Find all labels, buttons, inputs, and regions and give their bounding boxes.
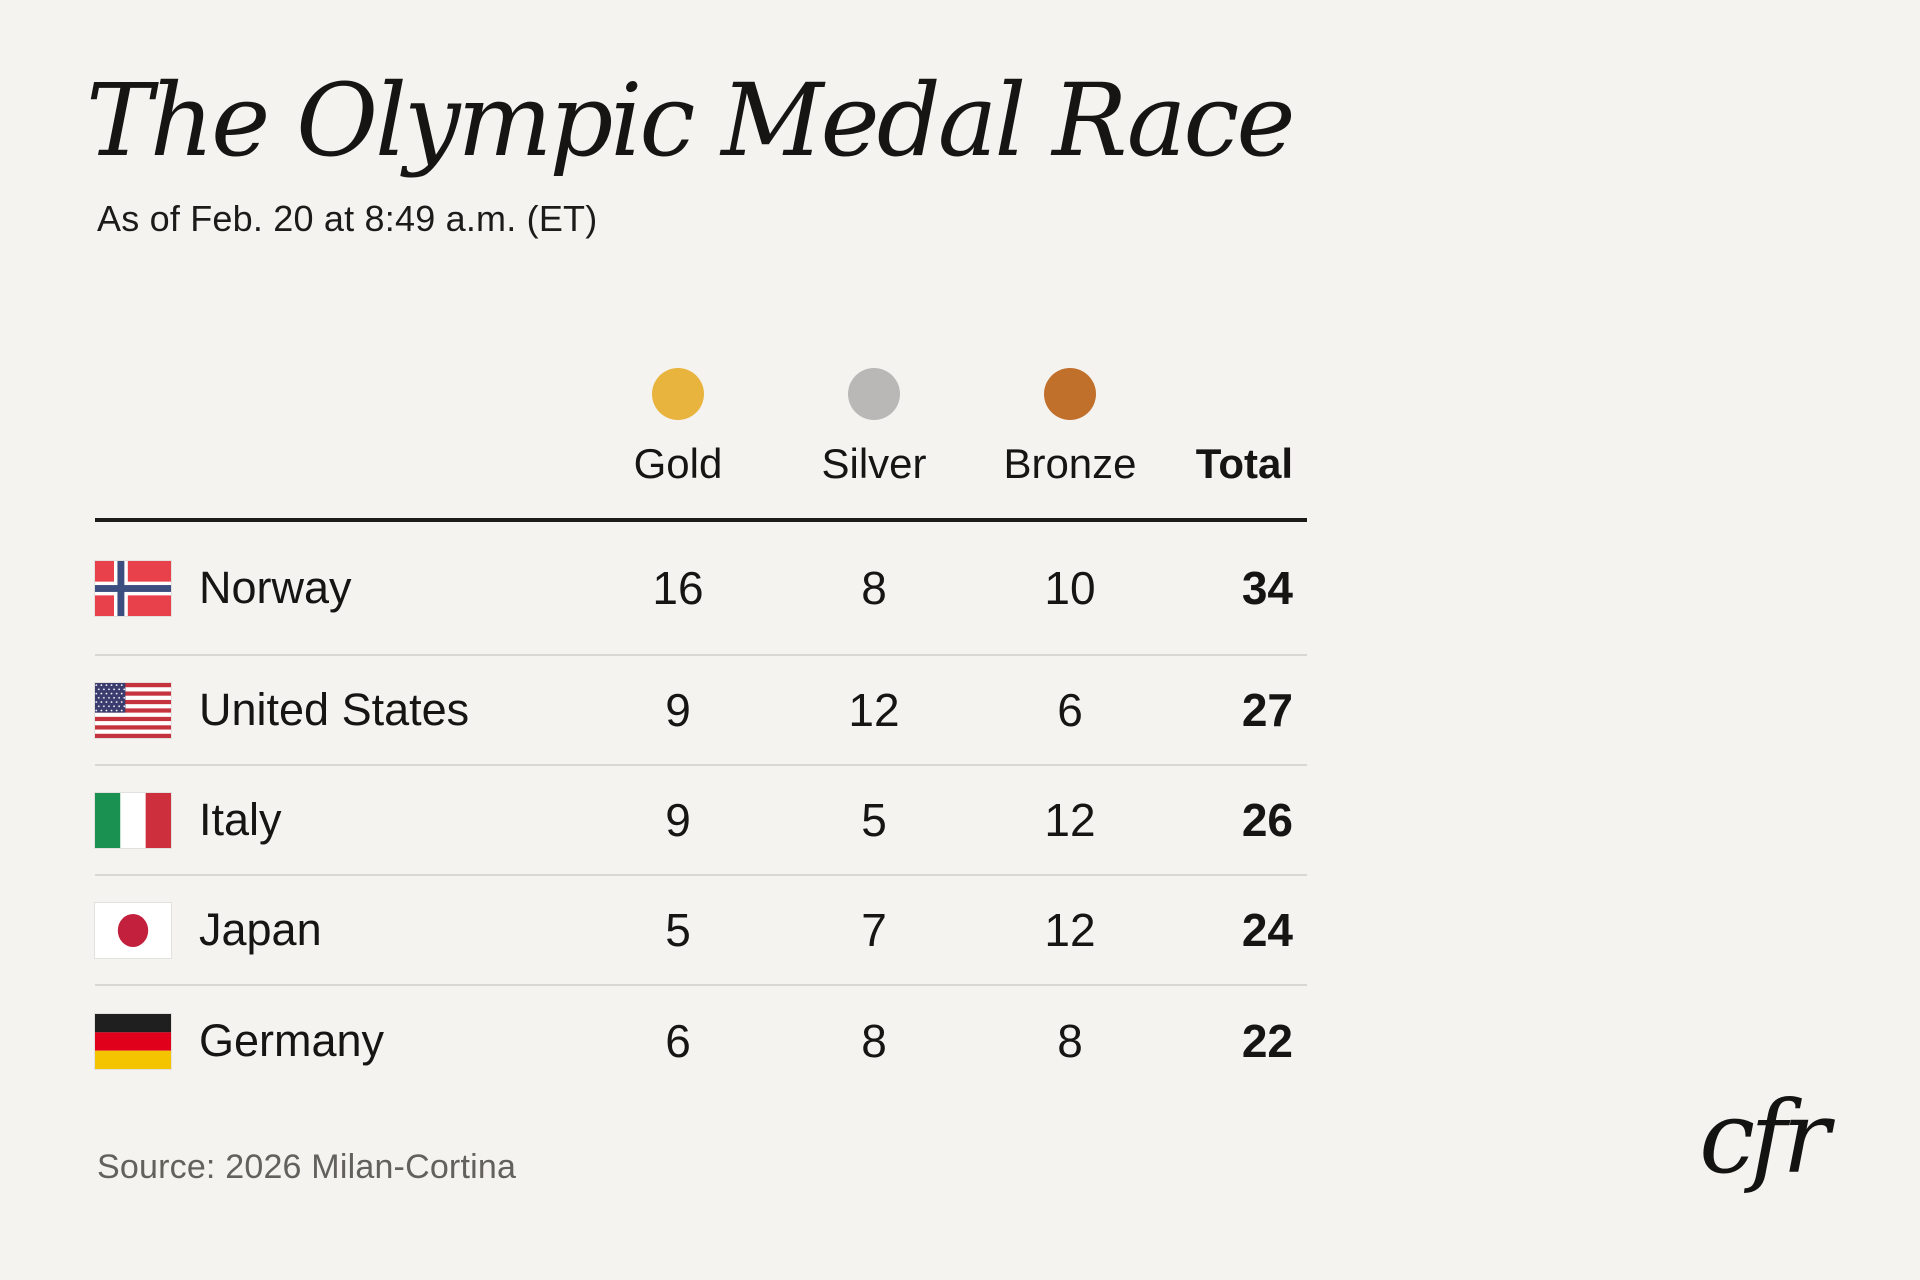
- column-header-bronze: Bronze: [1003, 440, 1137, 487]
- united-states-flag-icon: [94, 681, 172, 739]
- medal-dots-row: [95, 368, 1307, 420]
- country-name: United States: [199, 684, 470, 735]
- bronze-count: 10: [1044, 562, 1096, 614]
- column-headers-row: Gold Silver Bronze Total: [95, 436, 1307, 522]
- silver-medal-dot-icon: [776, 368, 972, 420]
- country-name: Norway: [199, 562, 352, 613]
- silver-count: 5: [861, 794, 887, 846]
- silver-count: 8: [861, 1015, 887, 1067]
- country-cell: United States: [94, 681, 580, 739]
- page-title: The Olympic Medal Race: [86, 62, 1296, 179]
- silver-count: 7: [861, 904, 887, 956]
- total-count: 22: [1241, 1015, 1293, 1067]
- column-header-total: Total: [1195, 440, 1293, 487]
- total-count: 26: [1241, 794, 1293, 846]
- gold-medal-dot-icon: [580, 368, 776, 420]
- table-row-japan: Japan 5 7 12 24: [94, 876, 1307, 986]
- source-credit: Source: 2026 Milan-Cortina: [97, 1148, 517, 1186]
- column-header-gold: Gold: [633, 440, 723, 487]
- table-row-norway: Norway 16 8 10 34: [94, 522, 1307, 656]
- total-count: 27: [1241, 684, 1293, 736]
- silver-count: 8: [861, 562, 887, 614]
- bronze-count: 12: [1044, 904, 1096, 956]
- country-cell: Germany: [94, 1012, 580, 1070]
- column-header-silver: Silver: [821, 440, 927, 487]
- table-row-united-states: United States 9 12 6 27: [94, 656, 1307, 766]
- medal-table: Gold Silver Bronze Total Norway 1: [94, 368, 1307, 1096]
- country-name: Japan: [199, 904, 322, 955]
- table-row-italy: Italy 9 5 12 26: [94, 766, 1307, 876]
- gold-count: 6: [665, 1015, 691, 1067]
- total-count: 34: [1241, 562, 1293, 614]
- japan-flag-icon: [94, 901, 172, 959]
- country-cell: Norway: [94, 559, 580, 617]
- country-cell: Japan: [94, 901, 580, 959]
- bronze-medal-dot-icon: [972, 368, 1168, 420]
- timestamp-subtitle: As of Feb. 20 at 8:49 a.m. (ET): [97, 198, 598, 239]
- cfr-logo: cfr: [1699, 1079, 1830, 1196]
- total-count: 24: [1241, 904, 1293, 956]
- gold-count: 9: [665, 794, 691, 846]
- country-name: Italy: [199, 794, 282, 845]
- silver-count: 12: [848, 684, 900, 736]
- bronze-count: 8: [1057, 1015, 1083, 1067]
- norway-flag-icon: [94, 559, 172, 617]
- country-name: Germany: [199, 1015, 385, 1066]
- italy-flag-icon: [94, 791, 172, 849]
- country-cell: Italy: [94, 791, 580, 849]
- gold-count: 16: [652, 562, 704, 614]
- gold-count: 5: [665, 904, 691, 956]
- bronze-count: 6: [1057, 684, 1083, 736]
- gold-count: 9: [665, 684, 691, 736]
- table-row-germany: Germany 6 8 8 22: [94, 986, 1307, 1096]
- bronze-count: 12: [1044, 794, 1096, 846]
- germany-flag-icon: [94, 1012, 172, 1070]
